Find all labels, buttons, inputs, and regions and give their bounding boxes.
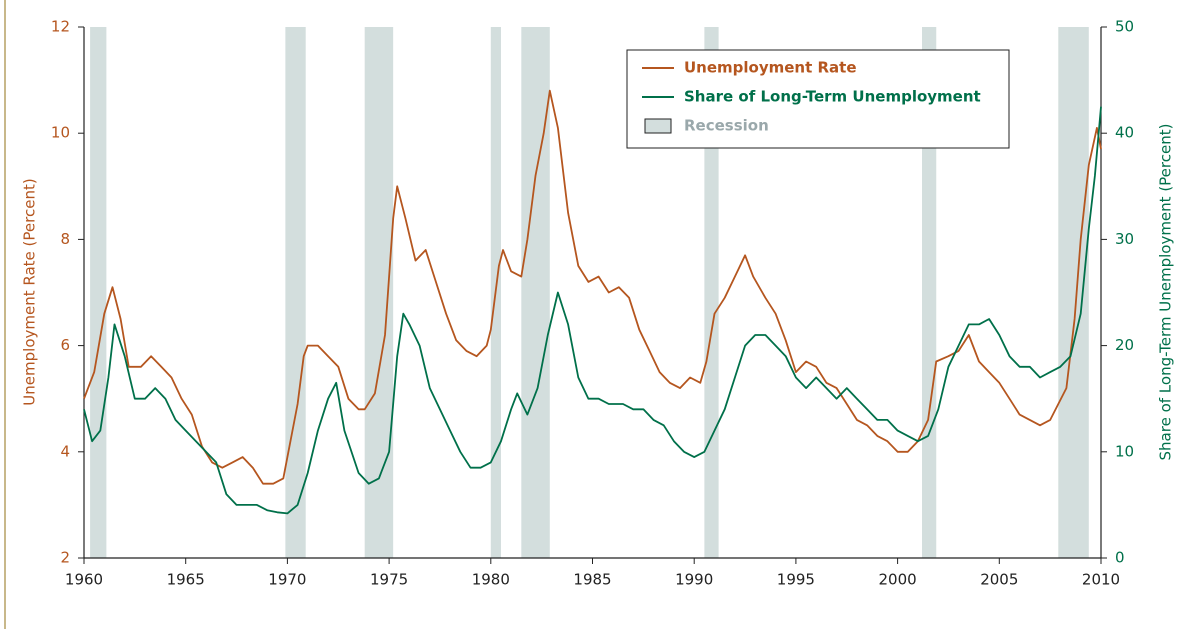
y-tick-label: 12 — [51, 18, 70, 36]
y2-tick-label: 20 — [1115, 336, 1134, 354]
series-line — [83, 106, 1102, 515]
recession-band — [704, 27, 719, 558]
legend-label: Share of Long-Term Unemployment — [684, 88, 981, 106]
y-tick-label: 10 — [51, 124, 70, 142]
x-tick-label: 1980 — [472, 571, 510, 589]
x-tick-label: 1975 — [370, 571, 408, 589]
y-tick-label: 4 — [60, 442, 70, 460]
x-tick-label: 1985 — [573, 571, 611, 589]
legend-box — [626, 49, 1010, 149]
y2-tick-label: 50 — [1115, 18, 1134, 36]
recession-band — [1058, 27, 1089, 558]
x-tick-label: 2000 — [879, 571, 917, 589]
legend-swatch — [644, 118, 672, 134]
y-tick-label: 6 — [60, 336, 70, 354]
legend-label: Recession — [684, 117, 769, 135]
x-tick-label: 1965 — [167, 571, 205, 589]
x-tick-label: 2010 — [1082, 571, 1120, 589]
x-tick-label: 1990 — [675, 571, 713, 589]
recession-band — [521, 27, 550, 558]
x-tick-label: 1995 — [777, 571, 815, 589]
y2-axis-label: Share of Long-Term Unemployment (Percent… — [1157, 124, 1175, 461]
y2-tick-label: 10 — [1115, 442, 1134, 460]
y2-tick-label: 0 — [1115, 549, 1125, 567]
x-tick-label: 1970 — [268, 571, 306, 589]
x-tick-label: 1960 — [65, 571, 103, 589]
x-tick-label: 2005 — [980, 571, 1018, 589]
recession-band — [90, 27, 107, 558]
legend-label: Unemployment Rate — [684, 59, 857, 77]
series-line — [83, 89, 1102, 485]
y2-tick-label: 30 — [1115, 230, 1134, 248]
y-axis-label: Unemployment Rate (Percent) — [21, 178, 39, 405]
y-tick-label: 8 — [60, 230, 70, 248]
y2-tick-label: 40 — [1115, 124, 1134, 142]
y-tick-label: 2 — [60, 549, 70, 567]
recession-band — [285, 27, 306, 558]
